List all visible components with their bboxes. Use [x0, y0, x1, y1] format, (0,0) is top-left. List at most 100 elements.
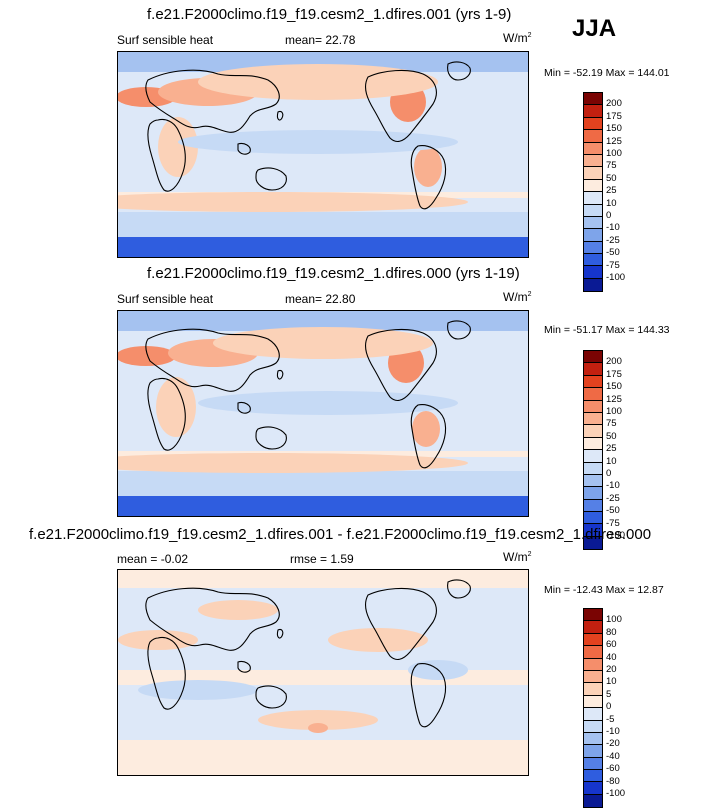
colorbar-box — [584, 609, 602, 622]
anomaly-region — [258, 710, 378, 730]
maritime-outline — [237, 401, 251, 414]
africa-outline — [147, 118, 186, 192]
africa-outline — [147, 377, 186, 451]
colorbar-label: 10 — [606, 455, 617, 467]
colorbar-label: -25 — [606, 234, 620, 246]
eurasia-outline — [145, 587, 280, 651]
colorbar-box — [584, 400, 602, 413]
colorbar-box — [584, 278, 602, 292]
colorbar-box — [584, 179, 602, 193]
colorbar-label: 50 — [606, 172, 617, 184]
panel-3-rmse-label: rmse = 1.59 — [290, 552, 354, 566]
colorbar-box — [584, 167, 602, 180]
colorbar-label: -60 — [606, 763, 620, 775]
colorbar-label: 100 — [606, 614, 622, 626]
colorbar-box — [584, 683, 602, 696]
colorbar-box — [584, 621, 602, 634]
colorbar-label: 200 — [606, 356, 622, 368]
panel-3-map — [117, 569, 529, 776]
colorbar-label: -100 — [606, 530, 626, 541]
colorbar-label: -75 — [606, 517, 620, 529]
colorbar-box — [584, 499, 602, 513]
colorbar-box — [584, 412, 602, 426]
anomaly-region — [118, 453, 468, 473]
colorbar-box — [584, 154, 602, 168]
colorbar-label: 10 — [606, 197, 617, 209]
anomaly-region — [308, 723, 328, 733]
greenland-outline — [447, 579, 471, 599]
colorbar-label: -40 — [606, 750, 620, 762]
colorbar-label: 75 — [606, 160, 617, 172]
colorbar-label: 125 — [606, 135, 622, 147]
japan-outline — [276, 628, 284, 639]
colorbar-box — [584, 658, 602, 671]
anomaly-region — [328, 628, 428, 652]
greenland-outline — [447, 61, 471, 81]
arctic-band — [118, 311, 528, 331]
colorbar-box — [584, 425, 602, 438]
anomaly-region — [213, 327, 433, 359]
colorbar-label: 75 — [606, 418, 617, 430]
colorbar-label: 150 — [606, 123, 622, 135]
season-label: JJA — [572, 15, 617, 42]
colorbar-box — [584, 708, 602, 721]
colorbar-box — [584, 524, 602, 537]
colorbar-box — [584, 474, 602, 488]
colorbar-label: 200 — [606, 98, 622, 110]
panel-1-mean-label: mean= 22.78 — [285, 33, 356, 47]
anomaly-region — [138, 680, 258, 700]
panel-3-mean-label: mean = -0.02 — [117, 552, 189, 566]
anomaly-region — [118, 630, 198, 650]
colorbar-label: 50 — [606, 430, 617, 442]
colorbar-label: 20 — [606, 664, 617, 675]
antarctica-band — [118, 496, 528, 516]
south-america-outline — [410, 404, 447, 469]
arctic-band — [118, 52, 528, 72]
panel-2-mean-label: mean= 22.80 — [285, 292, 356, 306]
anomaly-region — [118, 346, 176, 366]
anomaly-region — [198, 64, 438, 100]
colorbar-label: -75 — [606, 259, 620, 271]
colorbar-box — [584, 670, 602, 684]
colorbar-box — [584, 117, 602, 131]
colorbar-label: -100 — [606, 788, 626, 799]
colorbar-strip — [583, 92, 603, 293]
colorbar-box — [584, 105, 602, 118]
panel-3-minmax: Min = -12.43 Max = 12.87 — [544, 584, 664, 596]
colorbar-label: 0 — [606, 468, 612, 479]
colorbar-box — [584, 229, 602, 242]
southern-ocean-band — [118, 212, 528, 237]
africa-outline — [147, 636, 186, 710]
colorbar-box — [584, 732, 602, 746]
colorbar-box — [584, 241, 602, 255]
colorbar-box — [584, 266, 602, 279]
panel-1-title: f.e21.F2000climo.f19_f19.cesm2_1.dfires.… — [147, 6, 512, 23]
australia-outline — [255, 167, 287, 191]
panel-1-units: W/m2 — [503, 31, 532, 45]
japan-outline — [276, 369, 284, 380]
colorbar-box — [584, 216, 602, 230]
anomaly-region — [412, 411, 440, 447]
colorbar-strip — [583, 608, 603, 808]
colorbar-box — [584, 646, 602, 659]
colorbar-label: 100 — [606, 406, 622, 417]
colorbar-label: -100 — [606, 272, 626, 283]
colorbar-box — [584, 437, 602, 451]
japan-outline — [276, 110, 284, 121]
colorbar-label: 40 — [606, 651, 617, 663]
eurasia-outline — [145, 69, 280, 133]
colorbar-label: -10 — [606, 222, 620, 234]
colorbar-label: -50 — [606, 247, 620, 259]
colorbar-label: -25 — [606, 492, 620, 504]
colorbar-box — [584, 462, 602, 475]
colorbar-box — [584, 633, 602, 647]
greenland-outline — [447, 320, 471, 340]
panel-2-map — [117, 310, 529, 517]
colorbar-label: 0 — [606, 701, 612, 713]
panel-3-title: f.e21.F2000climo.f19_f19.cesm2_1.dfires.… — [29, 526, 652, 543]
anomaly-region — [198, 600, 278, 620]
panel-1-minmax: Min = -52.19 Max = 144.01 — [544, 67, 670, 79]
panel-2-title: f.e21.F2000climo.f19_f19.cesm2_1.dfires.… — [147, 265, 520, 282]
anomaly-region — [178, 130, 458, 154]
australia-outline — [255, 685, 287, 709]
